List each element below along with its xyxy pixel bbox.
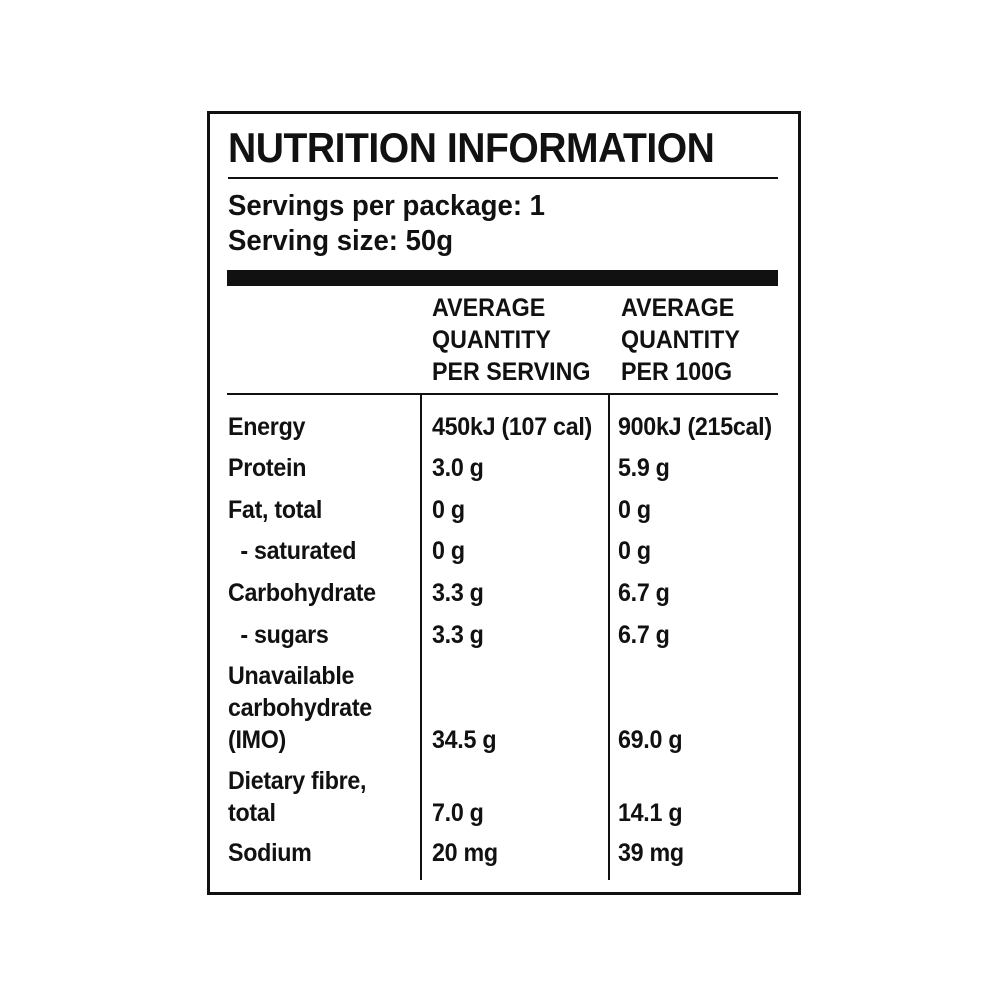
header-line: AVERAGE — [621, 294, 735, 322]
value-per-100g: 6.7 g — [618, 579, 670, 607]
nutrient-label: Unavailable carbohydrate (IMO) — [228, 660, 372, 756]
value-per-100g: 6.7 g — [618, 621, 670, 649]
nutrient-label: Carbohydrate — [228, 577, 376, 609]
column-divider — [608, 394, 610, 880]
value-per-serving: 34.5 g — [432, 726, 497, 754]
nutrient-label: Protein — [228, 452, 306, 484]
value-per-serving: 0 g — [432, 537, 465, 565]
value-per-serving: 3.3 g — [432, 621, 484, 649]
nutrient-label: Dietary fibre, total — [228, 765, 367, 829]
panel-title: NUTRITION INFORMATION — [228, 124, 715, 171]
value-per-100g: 0 g — [618, 537, 651, 565]
nutrient-label: Fat, total — [228, 494, 322, 526]
nutrient-label-line: Carbohydrate — [228, 579, 376, 607]
thick-divider — [227, 270, 778, 286]
value-per-serving: 3.3 g — [432, 579, 484, 607]
servings-per-package: Servings per package: 1 — [228, 190, 545, 222]
nutrient-label: - saturated — [228, 535, 356, 567]
value-per-serving: 20 mg — [432, 839, 498, 867]
value-per-serving: 0 g — [432, 496, 465, 524]
nutrient-label-line: Dietary fibre, — [228, 767, 367, 795]
serving-size: Serving size: 50g — [228, 225, 454, 257]
column-divider — [420, 394, 422, 880]
nutrient-label-line: total — [228, 799, 276, 827]
value-per-100g: 69.0 g — [618, 726, 683, 754]
nutrient-label-line: Protein — [228, 454, 307, 482]
nutrient-label: Energy — [228, 411, 305, 443]
value-per-100g: 39 mg — [618, 839, 684, 867]
nutrient-label-line: Fat, total — [228, 496, 323, 524]
header-per-100g: AVERAGE QUANTITY PER 100G — [621, 292, 740, 388]
nutrition-panel — [207, 111, 801, 895]
value-per-serving: 7.0 g — [432, 799, 484, 827]
header-line: QUANTITY — [432, 326, 551, 354]
nutrient-label-line: - saturated — [228, 537, 357, 565]
value-per-100g: 5.9 g — [618, 454, 670, 482]
title-divider — [228, 177, 778, 179]
header-line: PER 100G — [621, 358, 733, 386]
nutrient-label-line: Energy — [228, 413, 306, 441]
value-per-serving: 3.0 g — [432, 454, 484, 482]
nutrient-label-line: - sugars — [228, 621, 329, 649]
header-line: AVERAGE — [432, 294, 546, 322]
nutrient-label-line: Sodium — [228, 839, 312, 867]
nutrient-label: - sugars — [228, 619, 329, 651]
value-per-100g: 14.1 g — [618, 799, 683, 827]
header-line: QUANTITY — [621, 326, 740, 354]
header-line: PER SERVING — [432, 358, 591, 386]
nutrient-label-line: Unavailable — [228, 662, 355, 690]
nutrient-label-line: (IMO) — [228, 726, 287, 754]
value-per-serving: 450kJ (107 cal) — [432, 413, 592, 441]
nutrient-label: Sodium — [228, 837, 312, 869]
header-per-serving: AVERAGE QUANTITY PER SERVING — [432, 292, 591, 388]
nutrient-label-line: carbohydrate — [228, 694, 372, 722]
value-per-100g: 0 g — [618, 496, 651, 524]
header-divider — [227, 393, 778, 395]
value-per-100g: 900kJ (215cal) — [618, 413, 772, 441]
